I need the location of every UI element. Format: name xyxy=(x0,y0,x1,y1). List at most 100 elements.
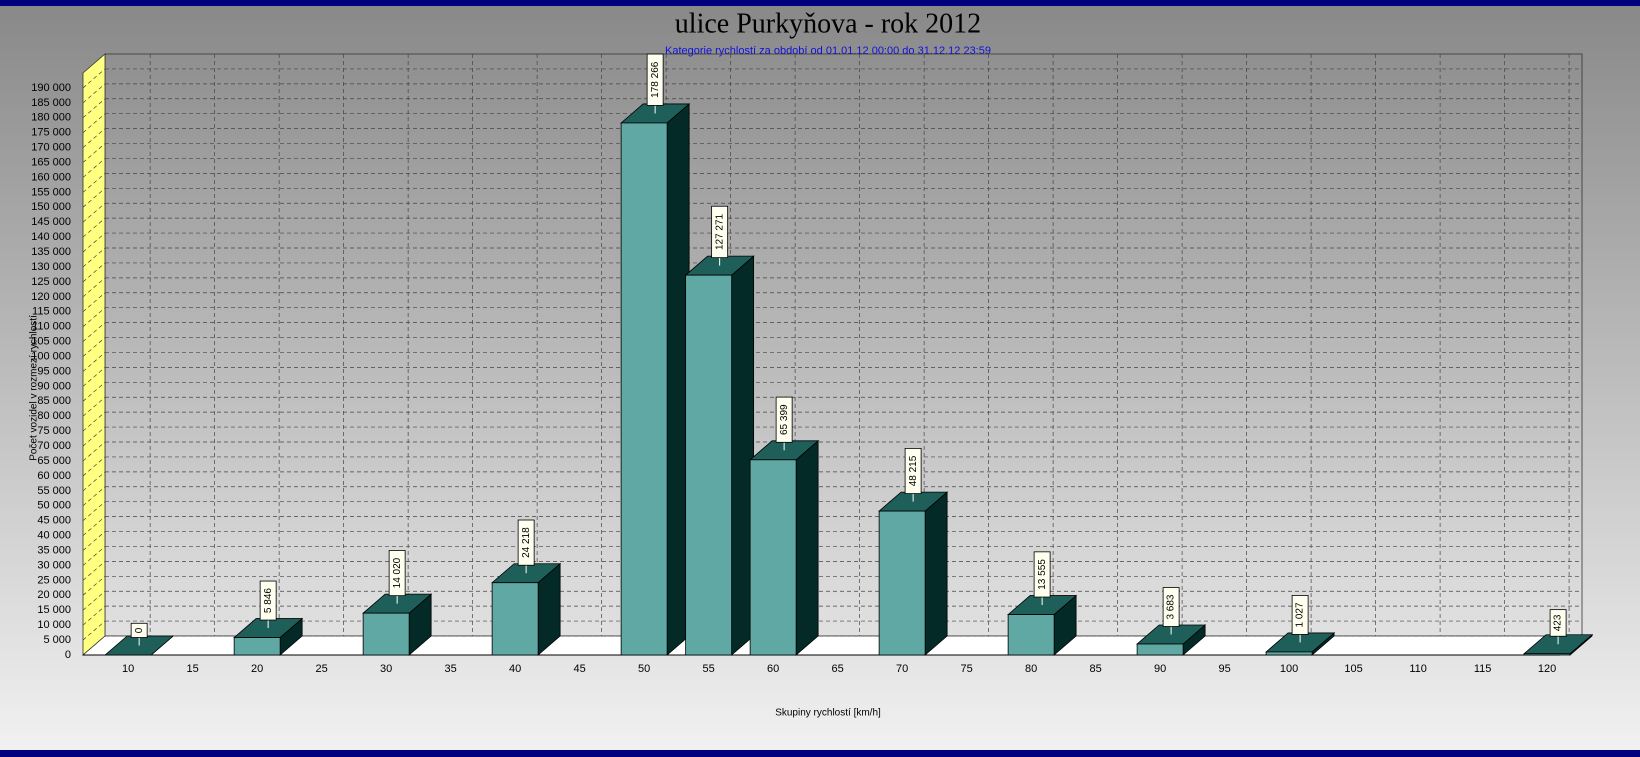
y-tick-label: 35 000 xyxy=(37,544,71,556)
wall-grid-line xyxy=(82,202,106,223)
x-tick-label: 50 xyxy=(638,663,650,675)
y-tick-label: 125 000 xyxy=(31,276,71,288)
y-tick-label: 170 000 xyxy=(31,142,71,154)
x-tick-label: 60 xyxy=(767,663,779,675)
left-wall xyxy=(82,53,106,656)
y-tick-label: 30 000 xyxy=(37,559,71,571)
wall-grid-line xyxy=(82,441,106,462)
y-tick-label: 90 000 xyxy=(37,380,71,392)
y-tick-label: 55 000 xyxy=(37,485,71,497)
chart-subtitle: Kategorie rychlostí za období od 01.01.1… xyxy=(665,45,991,57)
wall-grid-line xyxy=(82,352,106,372)
bar xyxy=(1265,651,1313,656)
bar xyxy=(233,637,281,656)
label-box xyxy=(388,550,406,597)
wall-grid-line xyxy=(82,83,106,104)
wall-grid-line xyxy=(82,277,106,298)
y-tick-label: 100 000 xyxy=(31,350,71,362)
x-tick-label: 10 xyxy=(122,663,134,675)
value-label: 178 266 xyxy=(650,61,661,98)
value-label: 3 683 xyxy=(1166,594,1177,619)
y-tick-label: 130 000 xyxy=(31,261,71,273)
y-tick-label: 0 xyxy=(65,649,71,661)
wall-grid-line xyxy=(82,128,106,148)
value-label: 423 xyxy=(1553,614,1564,631)
label-box xyxy=(130,622,148,638)
y-tick-label: 40 000 xyxy=(37,530,71,542)
bar xyxy=(1007,614,1055,656)
label-box xyxy=(259,580,277,621)
x-tick-label: 70 xyxy=(896,663,908,675)
wall-grid-line xyxy=(82,322,106,342)
wall-grid-line xyxy=(82,516,106,536)
wall-grid-line xyxy=(82,232,106,253)
wall-grid-line xyxy=(82,143,106,163)
back-wall xyxy=(104,53,1583,637)
y-tick-label: 5 000 xyxy=(43,634,71,646)
wall-grid-line xyxy=(82,188,106,208)
wall-grid-line xyxy=(82,113,106,133)
value-label: 14 020 xyxy=(392,557,403,588)
floor xyxy=(81,635,1584,656)
y-tick-label: 190 000 xyxy=(31,82,71,94)
label-box xyxy=(1033,551,1051,598)
x-axis-title: Skupiny rychlostí [km/h] xyxy=(775,708,881,719)
wall-grid-line xyxy=(82,396,106,417)
x-tick-label: 90 xyxy=(1154,663,1166,675)
wall-grid-line xyxy=(82,546,106,566)
y-tick-label: 120 000 xyxy=(31,291,71,303)
y-tick-label: 80 000 xyxy=(37,410,71,422)
x-tick-label: 20 xyxy=(251,663,263,675)
bar xyxy=(1523,653,1571,656)
wall-grid-line xyxy=(82,561,106,581)
y-tick-label: 75 000 xyxy=(37,425,71,437)
y-tick-label: 95 000 xyxy=(37,365,71,377)
label-box xyxy=(1291,595,1309,635)
label-box xyxy=(775,396,793,443)
wall-grid-line xyxy=(82,486,106,507)
chart-title: ulice Purkyňova - rok 2012 xyxy=(675,8,981,39)
y-tick-label: 45 000 xyxy=(37,515,71,527)
y-tick-label: 60 000 xyxy=(37,470,71,482)
label-box xyxy=(1162,587,1180,627)
label-box xyxy=(904,447,922,494)
y-tick-label: 160 000 xyxy=(31,171,71,183)
wall-grid-line xyxy=(82,426,106,447)
y-tick-label: 25 000 xyxy=(37,574,71,586)
value-label: 0 xyxy=(134,627,145,633)
wall-grid-line xyxy=(82,576,106,596)
x-tick-label: 95 xyxy=(1218,663,1230,675)
label-box xyxy=(711,205,729,259)
value-label: 13 555 xyxy=(1037,559,1048,590)
x-tick-label: 35 xyxy=(445,663,457,675)
bar xyxy=(1136,643,1184,656)
y-tick-label: 165 000 xyxy=(31,156,71,168)
wall-grid-line xyxy=(82,68,106,89)
wall-grid-line xyxy=(82,456,106,477)
x-tick-label: 15 xyxy=(187,663,199,675)
x-tick-label: 85 xyxy=(1089,663,1101,675)
y-axis-title: Počet vozidel v rozmezí rychlostí xyxy=(29,315,40,461)
label-box xyxy=(517,519,535,566)
y-tick-label: 50 000 xyxy=(37,500,71,512)
wall-grid-line xyxy=(82,98,106,119)
x-tick-label: 100 xyxy=(1280,663,1298,675)
x-tick-label: 105 xyxy=(1344,663,1362,675)
y-tick-label: 115 000 xyxy=(32,306,71,318)
value-label: 48 215 xyxy=(908,455,919,486)
x-tick-label: 45 xyxy=(574,663,586,675)
y-tick-label: 65 000 xyxy=(37,455,71,467)
wall-grid-line xyxy=(82,262,106,283)
label-box xyxy=(1549,609,1567,637)
wall-grid-line xyxy=(82,292,106,313)
bar xyxy=(362,612,410,656)
y-tick-label: 185 000 xyxy=(31,97,71,109)
bar-side xyxy=(924,491,948,656)
wall-grid-line xyxy=(82,217,106,238)
bar xyxy=(878,510,926,656)
wall-grid-line xyxy=(82,590,106,611)
top-border xyxy=(0,0,1640,6)
value-label: 24 218 xyxy=(521,527,532,558)
x-tick-label: 55 xyxy=(703,663,715,675)
